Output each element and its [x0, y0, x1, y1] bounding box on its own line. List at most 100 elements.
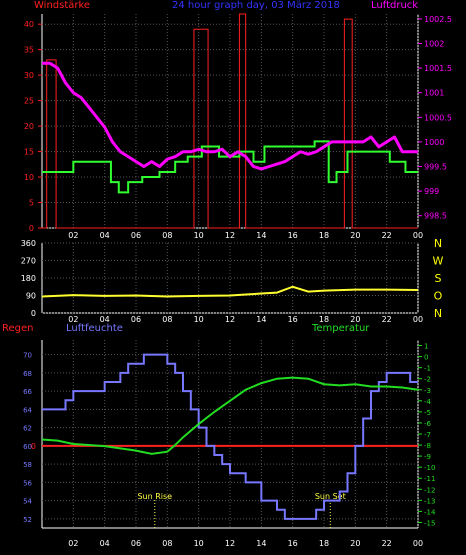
0-x-tick-label: 14 — [256, 231, 266, 240]
0-x-tick-label: 06 — [131, 231, 141, 240]
temperature-series — [41, 376, 419, 455]
humidity-y-tick-label: 52 — [23, 516, 32, 524]
temperature-y-tick-label: -14 — [424, 508, 436, 516]
0-x-tick-label: 10 — [194, 231, 204, 240]
pressure-y-tick-label: 1002.5 — [424, 15, 452, 24]
rain-label: Regen — [2, 323, 34, 334]
temperature-y-tick-label: -15 — [424, 519, 435, 527]
pressure-y-tick-label: 1000.5 — [424, 113, 452, 122]
1-x-tick-label: 12 — [225, 315, 235, 324]
pressure-axis-label: Luftdruck — [371, 0, 419, 11]
temperature-label: Temperatur — [311, 323, 370, 334]
pressure-y-tick-label: 999.5 — [424, 163, 447, 172]
direction-series — [41, 285, 419, 298]
wind-y-tick-label: 5 — [29, 199, 34, 208]
temperature-y-tick-label: -9 — [424, 453, 431, 461]
2-x-tick-label: 12 — [225, 539, 235, 548]
0-x-tick-label: 18 — [319, 231, 329, 240]
humidity-y-tick-label: 66 — [23, 388, 32, 396]
temperature-y-tick-label: -13 — [424, 497, 435, 505]
wind-y-tick-label: 20 — [24, 122, 34, 131]
compass-label: N — [434, 237, 442, 250]
1-x-tick-label: 08 — [162, 315, 172, 324]
temperature-y-tick-label: 1 — [424, 343, 428, 351]
wind-y-tick-label: 35 — [24, 46, 34, 55]
humidity-y-tick-label: 62 — [23, 425, 32, 433]
direction-y-tick-label: 180 — [21, 274, 36, 283]
2-x-tick-label: 10 — [194, 539, 204, 548]
pressure-y-tick-label: 1002 — [424, 40, 444, 49]
humidity-label: Luftfeuchte — [66, 323, 123, 334]
wind-y-tick-label: 15 — [24, 148, 34, 157]
wind-series — [42, 13, 418, 229]
humidity-y-tick-label: 56 — [23, 479, 32, 487]
0-x-tick-label: 04 — [100, 231, 110, 240]
temperature-y-tick-label: -12 — [424, 486, 435, 494]
temperature-y-tick-label: -10 — [424, 464, 435, 472]
rain-value-label: 0 — [31, 442, 36, 451]
pressure-y-tick-label: 1001.5 — [424, 64, 452, 73]
humidity-y-tick-label: 64 — [23, 406, 32, 414]
0-x-tick-label: 22 — [382, 231, 392, 240]
2-x-tick-label: 14 — [256, 539, 266, 548]
2-x-tick-label: 00 — [413, 539, 423, 548]
direction-y-tick-label: 360 — [21, 239, 36, 248]
wind-axis-label: Windstärke — [34, 0, 91, 11]
1-x-tick-label: 14 — [256, 315, 266, 324]
pressure-series — [42, 61, 418, 171]
1-x-tick-label: 04 — [100, 315, 110, 324]
wind-y-tick-label: 0 — [29, 224, 34, 233]
humidity-y-tick-label: 68 — [23, 370, 32, 378]
0-x-tick-label: 20 — [350, 231, 360, 240]
compass-label: N — [434, 307, 442, 320]
page-title: 24 hour graph day, 03 März 2018 — [172, 0, 340, 11]
1-x-tick-label: 22 — [382, 315, 392, 324]
temperature-y-tick-label: -4 — [424, 398, 432, 406]
2-x-tick-label: 22 — [382, 539, 392, 548]
2-x-tick-label: 20 — [350, 539, 360, 548]
pressure-y-tick-label: 998.5 — [424, 212, 447, 221]
temperature-y-tick-label: -3 — [424, 387, 431, 395]
1-x-tick-label: 06 — [131, 315, 141, 324]
1-x-tick-label: 02 — [68, 315, 78, 324]
2-x-tick-label: 18 — [319, 539, 329, 548]
1-x-tick-label: 16 — [288, 315, 298, 324]
direction-y-tick-label: 90 — [26, 292, 36, 301]
0-x-tick-label: 02 — [68, 231, 78, 240]
direction-y-tick-label: 0 — [31, 309, 36, 318]
pressure-y-tick-label: 1001 — [424, 89, 444, 98]
compass-label: O — [434, 290, 443, 303]
temperature-y-tick-label: -6 — [424, 420, 432, 428]
2-x-tick-label: 16 — [288, 539, 298, 548]
wind-y-tick-label: 25 — [24, 97, 34, 106]
wind-y-tick-label: 40 — [24, 20, 34, 29]
temperature-y-tick-label: -2 — [424, 376, 431, 384]
2-x-tick-label: 02 — [68, 539, 78, 548]
2-x-tick-label: 06 — [131, 539, 141, 548]
temperature-y-tick-label: 0 — [424, 354, 428, 362]
humidity-y-tick-label: 70 — [23, 352, 32, 360]
2-x-tick-label: 04 — [100, 539, 110, 548]
0-x-tick-label: 00 — [413, 231, 423, 240]
1-x-tick-label: 10 — [194, 315, 204, 324]
temperature-y-tick-label: -8 — [424, 442, 431, 450]
humidity-y-tick-label: 60 — [23, 443, 32, 451]
humidity-y-tick-label: 54 — [23, 498, 32, 506]
humidity-y-tick-label: 58 — [23, 461, 32, 469]
sun-marker-label: Sun Set — [315, 492, 346, 501]
compass-label: S — [435, 272, 442, 285]
pressure-y-tick-label: 999 — [424, 187, 439, 196]
temperature-y-tick-label: -7 — [424, 431, 431, 439]
wind-y-tick-label: 10 — [24, 173, 34, 182]
direction-y-tick-label: 270 — [21, 257, 36, 266]
pressure-y-tick-label: 1000 — [424, 138, 444, 147]
1-x-tick-label: 20 — [350, 315, 360, 324]
1-x-tick-label: 00 — [413, 315, 423, 324]
compass-label: W — [433, 255, 444, 268]
2-x-tick-label: 08 — [162, 539, 172, 548]
1-x-tick-label: 18 — [319, 315, 329, 324]
humidity-series — [42, 353, 418, 520]
0-x-tick-label: 12 — [225, 231, 235, 240]
wind-y-tick-label: 30 — [24, 71, 34, 80]
